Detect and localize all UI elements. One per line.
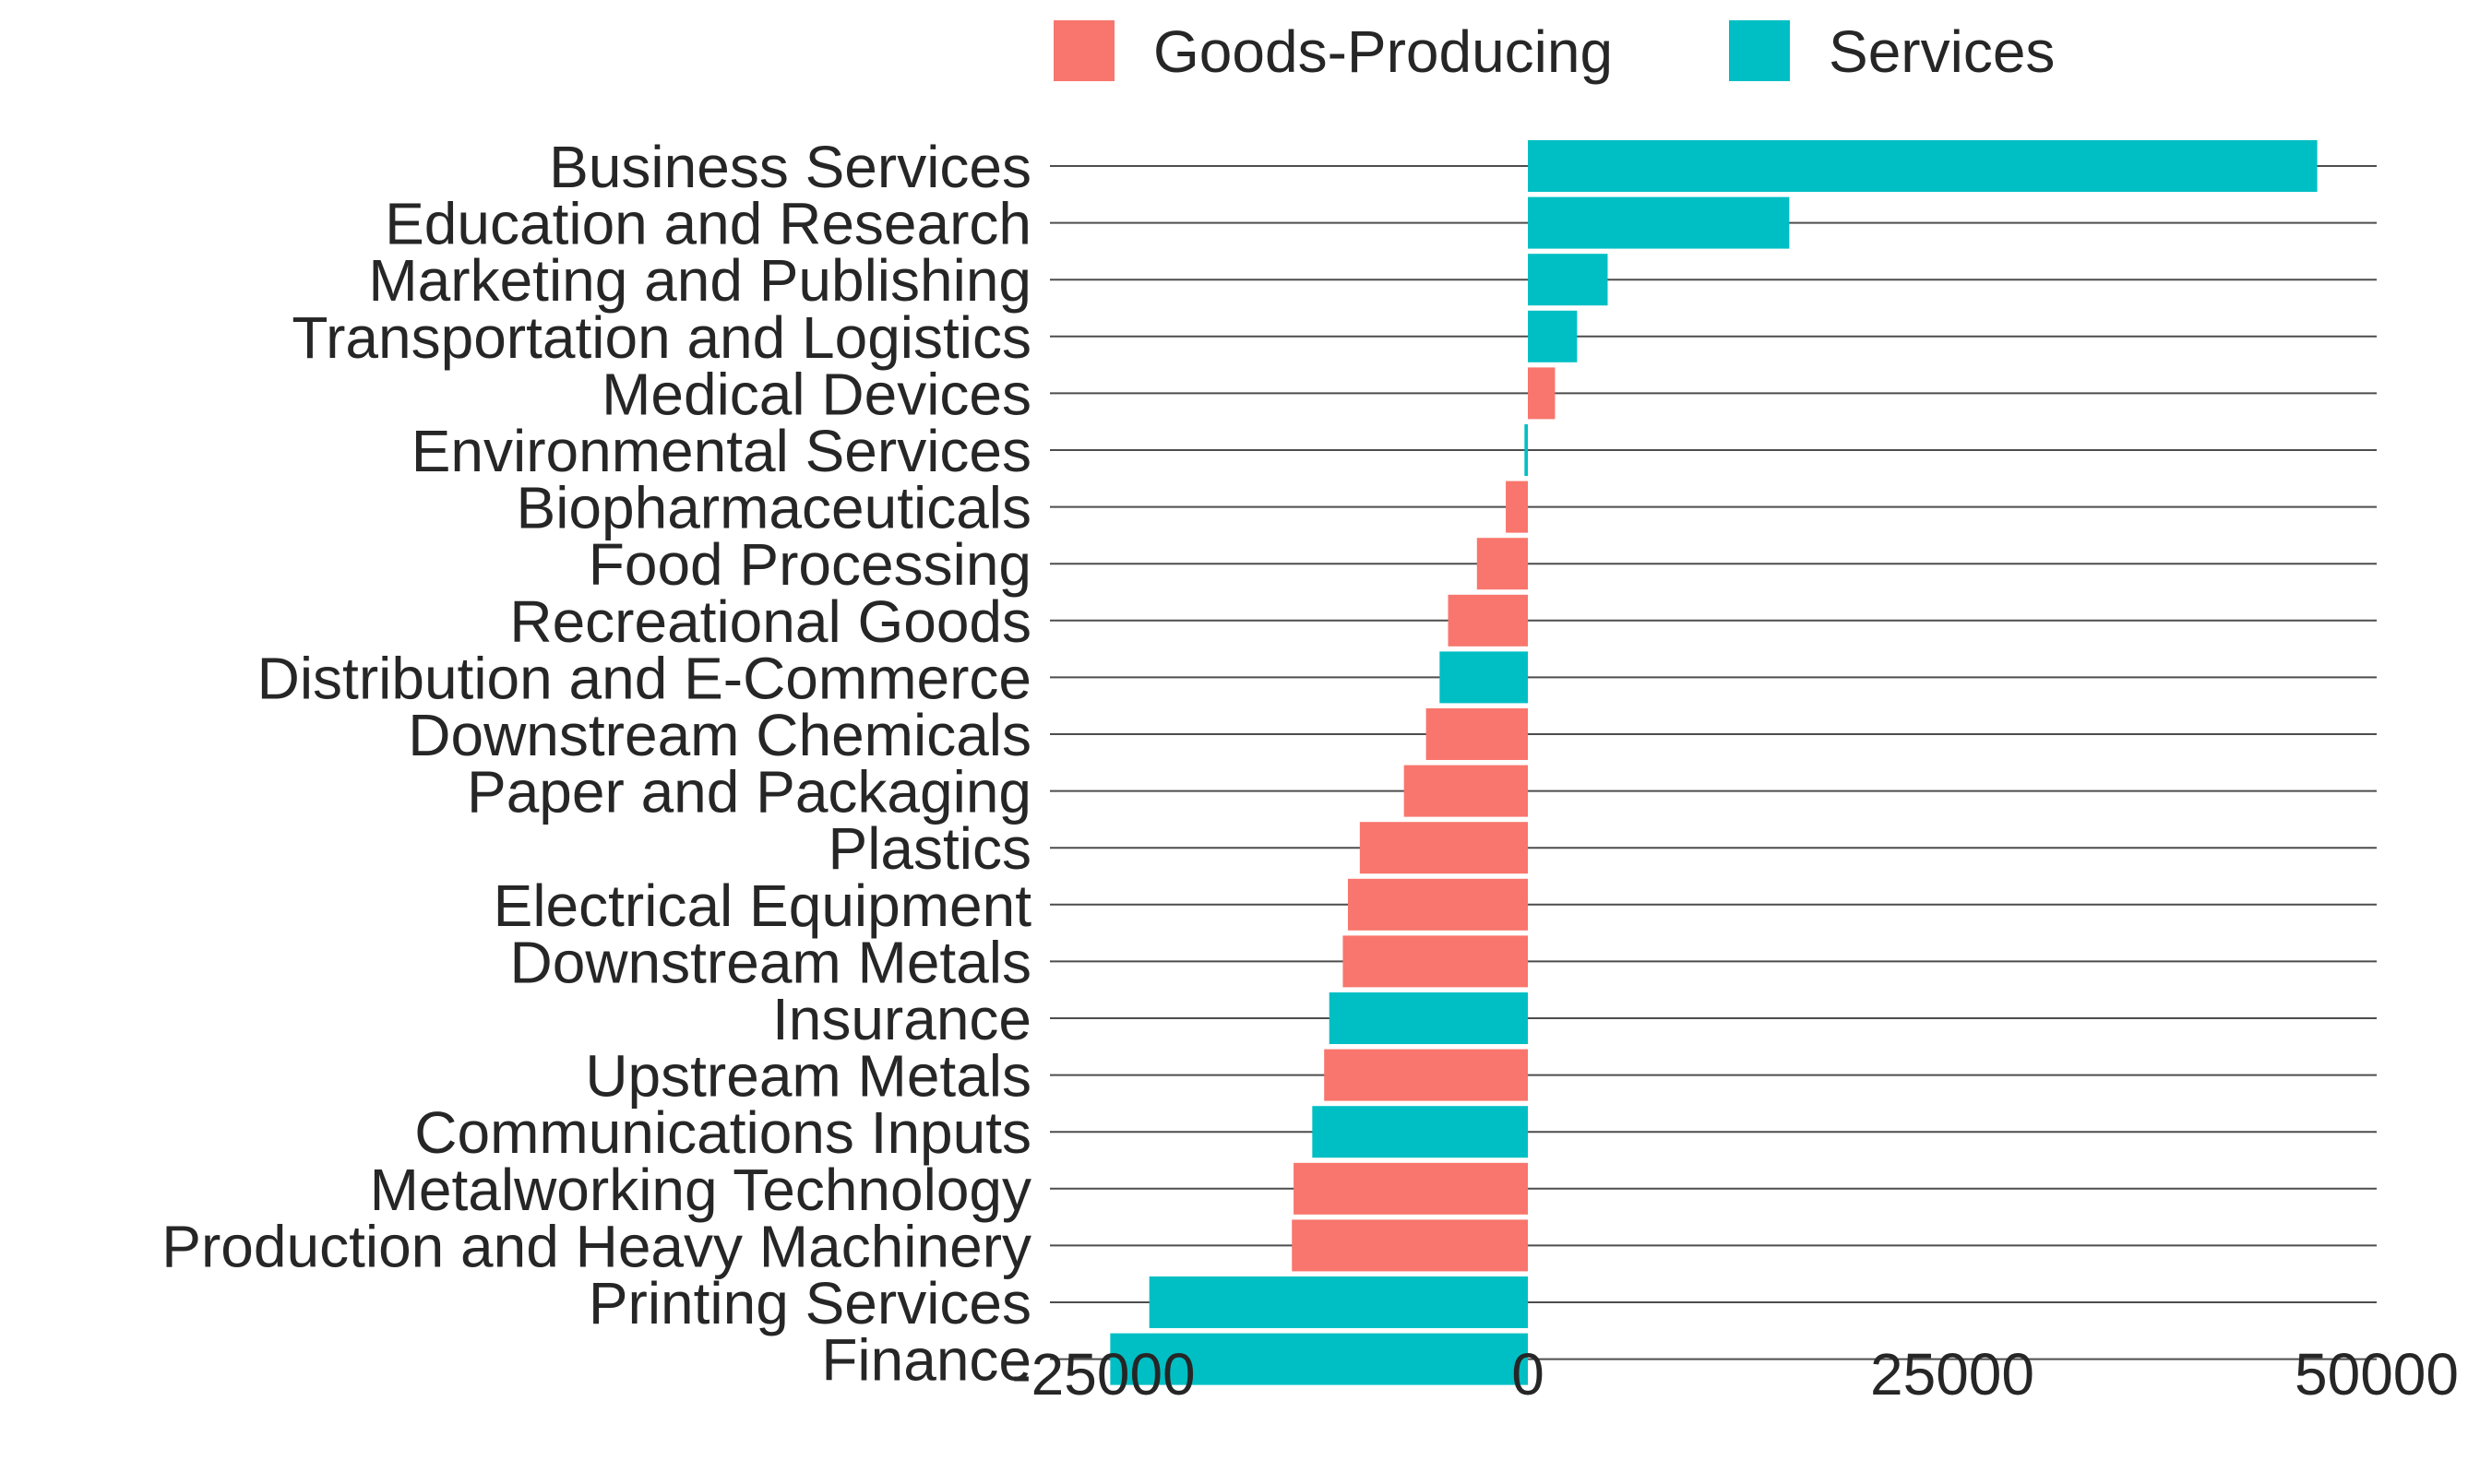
bar-downstream-metals: [1342, 935, 1528, 988]
bar-production-and-heavy-machinery: [1292, 1219, 1528, 1272]
y-label-paper-and-packaging: Paper and Packaging: [467, 759, 1031, 825]
bar-medical-devices: [1528, 367, 1556, 420]
y-label-downstream-chemicals: Downstream Chemicals: [408, 702, 1031, 768]
y-label-finance: Finance: [821, 1327, 1031, 1394]
y-label-production-and-heavy-machinery: Production and Heavy Machinery: [161, 1213, 1031, 1279]
x-axis-tick-labels: -25000 0 25000 50000: [1011, 1341, 2459, 1407]
bars: [1110, 140, 2318, 1385]
bar-metalworking-technology: [1294, 1162, 1528, 1215]
y-label-transportation-and-logistics: Transportation and Logistics: [292, 304, 1031, 371]
bar-environmental-services: [1524, 424, 1528, 476]
y-label-business-services: Business Services: [549, 134, 1031, 200]
bar-plastics: [1359, 822, 1528, 874]
bar-downstream-chemicals: [1425, 708, 1528, 760]
bar-education-and-research: [1528, 196, 1790, 249]
bar-paper-and-packaging: [1403, 765, 1528, 817]
legend: Goods-Producing Services: [1054, 18, 2055, 85]
y-label-metalworking-technology: Metalworking Technology: [370, 1157, 1031, 1223]
x-tick-label-3: 50000: [2295, 1341, 2459, 1407]
x-tick-label-2: 25000: [1870, 1341, 2034, 1407]
bar-food-processing: [1476, 538, 1528, 590]
y-label-communications-inputs: Communications Inputs: [414, 1099, 1031, 1166]
y-label-medical-devices: Medical Devices: [602, 361, 1031, 427]
y-label-recreational-goods: Recreational Goods: [509, 588, 1031, 655]
bar-biopharmaceuticals: [1506, 481, 1528, 533]
y-label-food-processing: Food Processing: [589, 531, 1031, 598]
y-label-marketing-and-publishing: Marketing and Publishing: [368, 247, 1031, 314]
bar-finance: [1110, 1333, 1528, 1385]
bar-electrical-equipment: [1347, 878, 1528, 931]
bar-distribution-and-e-commerce: [1439, 651, 1528, 704]
legend-swatch-goods-producing: [1054, 20, 1115, 81]
bar-transportation-and-logistics: [1528, 310, 1578, 362]
y-label-downstream-metals: Downstream Metals: [510, 929, 1032, 995]
legend-swatch-services: [1729, 20, 1790, 81]
y-label-upstream-metals: Upstream Metals: [585, 1043, 1031, 1110]
y-label-education-and-research: Education and Research: [385, 191, 1031, 257]
gridlines: [1050, 165, 2377, 1360]
y-label-distribution-and-e-commerce: Distribution and E-Commerce: [257, 645, 1031, 711]
legend-label-goods-producing: Goods-Producing: [1153, 18, 1613, 85]
legend-label-services: Services: [1829, 18, 2055, 85]
x-tick-label-0: -25000: [1011, 1341, 1195, 1407]
y-label-biopharmaceuticals: Biopharmaceuticals: [517, 475, 1032, 541]
bar-marketing-and-publishing: [1528, 254, 1608, 306]
bar-communications-inputs: [1312, 1106, 1528, 1158]
bar-printing-services: [1149, 1276, 1528, 1328]
bar-upstream-metals: [1324, 1049, 1528, 1101]
y-label-insurance: Insurance: [772, 986, 1031, 1052]
bar-business-services: [1528, 140, 2318, 192]
bar-insurance: [1329, 992, 1528, 1044]
y-label-environmental-services: Environmental Services: [411, 418, 1031, 484]
y-label-plastics: Plastics: [829, 815, 1032, 882]
x-tick-label-1: 0: [1511, 1341, 1544, 1407]
bar-recreational-goods: [1448, 594, 1528, 647]
y-label-printing-services: Printing Services: [589, 1270, 1031, 1336]
y-label-electrical-equipment: Electrical Equipment: [494, 873, 1032, 939]
